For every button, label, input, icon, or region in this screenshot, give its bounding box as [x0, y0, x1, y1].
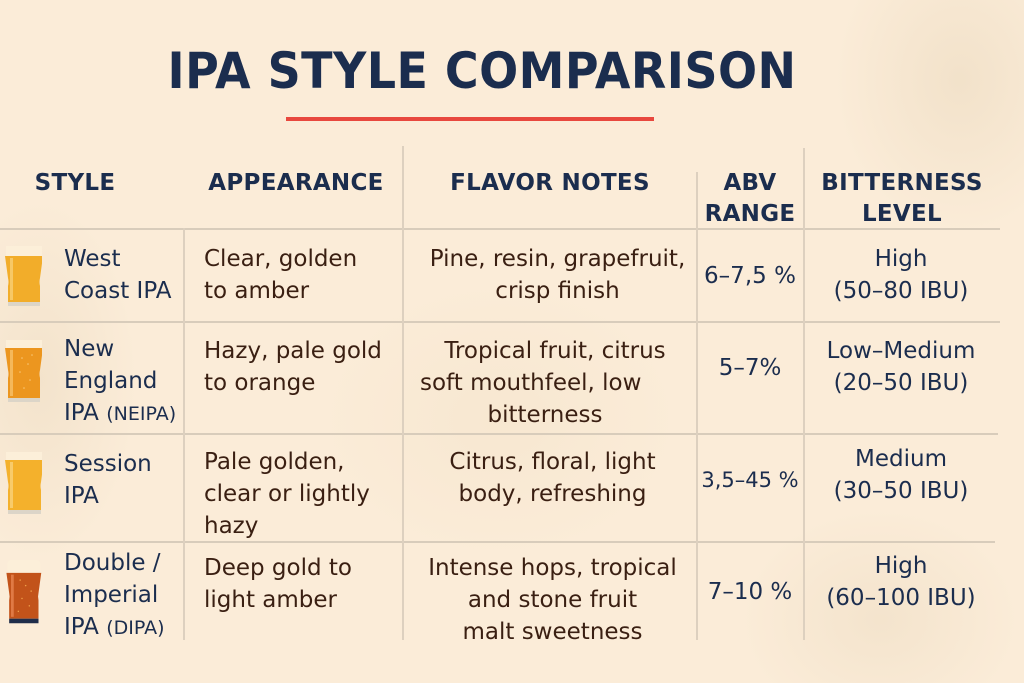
style-name-line: Imperial — [64, 582, 159, 608]
header-divider — [0, 228, 1000, 230]
style-name-text: IPA — [64, 614, 107, 640]
column-header-bitterness: BITTERNESS LEVEL — [812, 168, 992, 230]
bitterness-line: High — [874, 246, 928, 272]
style-name-line: West — [64, 246, 121, 272]
bitterness-line: (50–80 IBU) — [833, 278, 969, 304]
row-divider — [0, 433, 998, 435]
flavor-line: bitterness — [487, 402, 603, 428]
style-name-text: IPA — [64, 400, 107, 426]
appearance-line: Hazy, pale gold — [204, 338, 382, 364]
title-underline — [286, 117, 654, 121]
appearance-line: to orange — [204, 370, 316, 396]
style-name-line: Session — [64, 451, 152, 477]
style-name-line: Double / — [64, 550, 161, 576]
flavor-line: and stone fruit — [467, 587, 638, 613]
flavor-line: Intense hops, tropical — [428, 555, 677, 581]
bitterness-line: (60–100 IBU) — [826, 585, 976, 611]
abv-cell: 3,5–45 % — [701, 468, 799, 492]
column-divider — [402, 146, 404, 640]
bitterness-line: (30–50 IBU) — [833, 478, 969, 504]
appearance-line: clear or lightly — [204, 481, 370, 507]
bitterness-line: Medium — [855, 446, 947, 472]
style-name: New England IPA (NEIPA) — [64, 333, 176, 430]
style-name-line: IPA — [64, 483, 99, 509]
flavor-line: malt sweetness — [462, 619, 643, 645]
appearance-line: Pale golden, — [204, 449, 345, 475]
bitterness-line: High — [874, 553, 928, 579]
page-title: IPA STYLE COMPARISON — [167, 42, 797, 100]
abv-cell: 7–10 % — [707, 579, 793, 605]
style-abbreviation: (NEIPA) — [106, 403, 177, 425]
bitterness-cell: High (60–100 IBU) — [806, 550, 996, 614]
style-name: Session IPA — [64, 448, 152, 512]
bitterness-cell: Low–Medium (20–50 IBU) — [806, 335, 996, 399]
abv-cell: 5–7% — [718, 355, 782, 381]
header-label: BITTERNESS — [821, 170, 983, 196]
header-label: ABV — [723, 170, 777, 196]
header-label: FLAVOR NOTES — [450, 170, 650, 196]
style-name-line: England — [64, 368, 158, 394]
appearance-line: hazy — [204, 513, 259, 539]
column-divider — [803, 148, 805, 640]
header-label: APPEARANCE — [208, 170, 384, 196]
column-header-abv: ABV RANGE — [700, 168, 800, 230]
style-name-line: New — [64, 336, 115, 362]
beer-glass-amber-icon — [6, 560, 42, 624]
bitterness-line: Low–Medium — [826, 338, 976, 364]
bitterness-line: (20–50 IBU) — [833, 370, 969, 396]
style-abbreviation: (DIPA) — [106, 617, 165, 639]
appearance-line: Deep gold to — [204, 555, 352, 581]
appearance-cell: Deep gold to light amber — [204, 552, 352, 616]
column-header-appearance: APPEARANCE — [196, 168, 396, 199]
flavor-line: Pine, resin, grapefruit, — [429, 246, 686, 272]
flavor-cell: Intense hops, tropical and stone fruit m… — [415, 552, 690, 648]
appearance-line: light amber — [204, 587, 337, 613]
appearance-cell: Clear, golden to amber — [204, 243, 357, 307]
bitterness-cell: High (50–80 IBU) — [806, 243, 996, 307]
appearance-cell: Pale golden, clear or lightly hazy — [204, 446, 370, 542]
beer-glass-golden-icon — [5, 246, 42, 306]
flavor-line: body, refreshing — [458, 481, 647, 507]
beer-glass-pale-icon — [5, 452, 42, 514]
style-name-line: IPA (NEIPA) — [64, 397, 176, 430]
appearance-line: to amber — [204, 278, 310, 304]
column-header-style: STYLE — [20, 168, 130, 199]
style-name: West Coast IPA — [64, 243, 171, 307]
row-divider — [0, 321, 1000, 323]
flavor-cell: Tropical fruit, citrus soft mouthfeel, l… — [405, 335, 685, 431]
column-divider — [696, 172, 698, 640]
row-divider — [0, 541, 995, 543]
flavor-cell: Citrus, floral, light body, refreshing — [420, 446, 685, 510]
header-label: LEVEL — [861, 201, 943, 227]
style-name: Double / Imperial IPA (DIPA) — [64, 547, 165, 644]
column-divider — [183, 228, 185, 640]
column-header-flavor: FLAVOR NOTES — [420, 168, 680, 199]
bitterness-cell: Medium (30–50 IBU) — [806, 443, 996, 507]
flavor-line: Tropical fruit, citrus — [444, 338, 666, 364]
appearance-cell: Hazy, pale gold to orange — [204, 335, 382, 399]
header-label: STYLE — [34, 170, 116, 196]
appearance-line: Clear, golden — [204, 246, 358, 272]
flavor-cell: Pine, resin, grapefruit, crisp finish — [420, 243, 695, 307]
flavor-line: Citrus, floral, light — [449, 449, 656, 475]
abv-cell: 6–7,5 % — [704, 263, 796, 289]
beer-glass-orange-hazy-icon — [5, 340, 42, 402]
flavor-line: crisp finish — [495, 278, 620, 304]
style-name-line: Coast IPA — [64, 278, 172, 304]
style-name-line: IPA (DIPA) — [64, 611, 165, 644]
header-label: RANGE — [704, 201, 796, 227]
flavor-line: soft mouthfeel, low — [420, 370, 642, 396]
